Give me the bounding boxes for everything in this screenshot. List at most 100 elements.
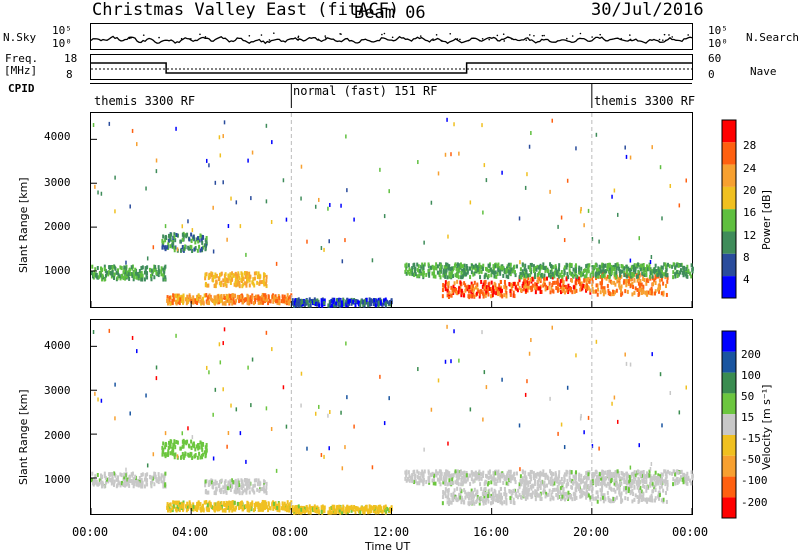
velocity-cell	[533, 474, 535, 478]
power-cell	[587, 277, 589, 281]
power-cell	[603, 292, 605, 296]
power-cell	[222, 180, 224, 184]
power-cell	[172, 242, 174, 246]
velocity-cell	[431, 408, 433, 412]
velocity-cell	[346, 395, 348, 399]
velocity-colorbar-segment	[722, 435, 736, 456]
velocity-cell	[153, 482, 155, 486]
velocity-cell	[464, 496, 466, 500]
power-cell	[596, 283, 598, 287]
velocity-cell	[586, 476, 588, 480]
power-cell	[435, 262, 437, 266]
power-cell	[495, 275, 497, 279]
power-cell	[266, 199, 268, 203]
power-cell	[602, 289, 604, 293]
velocity-cell	[626, 476, 628, 480]
velocity-cell	[557, 432, 559, 436]
velocity-cell	[491, 496, 493, 500]
noise-search-point	[665, 40, 667, 42]
velocity-cell	[616, 496, 618, 500]
power-cell	[249, 295, 251, 299]
velocity-cell	[144, 484, 146, 488]
power-cell	[162, 268, 164, 272]
power-cell	[215, 181, 217, 185]
power-cell	[573, 285, 575, 289]
power-cell	[104, 267, 106, 271]
power-cell	[548, 286, 550, 290]
power-cell	[599, 281, 601, 285]
power-cell	[455, 262, 457, 266]
velocity-cell	[165, 431, 167, 435]
velocity-cell	[611, 402, 613, 406]
power-cell	[373, 298, 375, 302]
noise-search-point	[199, 33, 201, 35]
power-cell	[223, 283, 225, 287]
velocity-cell	[617, 420, 619, 424]
velocity-cell	[175, 501, 177, 505]
noise-search-point	[668, 34, 670, 36]
power-cell	[546, 277, 548, 281]
velocity-cell	[168, 441, 170, 445]
velocity-cell	[645, 489, 647, 493]
velocity-cell	[171, 506, 173, 510]
velocity-cell	[385, 509, 387, 513]
power-cell	[657, 273, 659, 277]
power-cell	[561, 288, 563, 292]
freq-trace	[91, 63, 692, 73]
velocity-cell	[301, 372, 303, 376]
velocity-cell	[520, 495, 522, 499]
power-cell	[323, 301, 325, 305]
power-cell	[552, 272, 554, 276]
power-cell	[506, 274, 508, 278]
velocity-colorbar-segment	[722, 456, 736, 477]
velocity-cell	[258, 478, 260, 482]
velocity-cell	[626, 481, 628, 485]
velocity-cell	[202, 504, 204, 508]
velocity-cell	[683, 473, 685, 477]
power-cell	[175, 127, 177, 131]
velocity-cell	[170, 451, 172, 455]
power-cell	[202, 236, 204, 240]
power-cell	[133, 271, 135, 275]
power-cell	[209, 293, 211, 297]
power-cell	[153, 245, 155, 249]
power-cell	[651, 255, 653, 259]
power-cell	[131, 265, 133, 269]
power-cell	[654, 291, 656, 295]
power-cell	[125, 261, 127, 265]
velocity-cell	[482, 474, 484, 478]
power-cell	[475, 286, 477, 290]
power-cell	[549, 290, 551, 294]
velocity-cell	[245, 482, 247, 486]
noise-search-point	[503, 33, 505, 35]
velocity-cell	[97, 397, 99, 401]
power-cell	[292, 302, 294, 306]
power-cell	[273, 295, 275, 299]
velocity-cell	[412, 479, 414, 483]
velocity-cell	[559, 490, 561, 494]
velocity-cell	[631, 499, 633, 503]
velocity-cell	[624, 353, 626, 357]
velocity-cell	[222, 387, 224, 391]
power-cell	[220, 299, 222, 303]
power-cell	[158, 265, 160, 269]
power-cell	[245, 275, 247, 279]
power-cell	[616, 289, 618, 293]
power-cell	[538, 286, 540, 290]
power-cell	[321, 298, 323, 302]
power-cell	[575, 274, 577, 278]
velocity-cell	[154, 472, 156, 476]
power-cell	[206, 236, 208, 240]
power-cell	[422, 264, 424, 268]
power-cell	[196, 297, 198, 301]
power-cell	[342, 259, 344, 263]
velocity-cell	[645, 480, 647, 484]
velocity-cell	[359, 510, 361, 514]
velocity-cell	[435, 469, 437, 473]
velocity-cell	[505, 498, 507, 502]
power-cell	[169, 296, 171, 300]
power-cell	[445, 280, 447, 284]
power-cell	[551, 283, 553, 287]
power-cell	[664, 262, 666, 266]
velocity-cell	[596, 475, 598, 479]
